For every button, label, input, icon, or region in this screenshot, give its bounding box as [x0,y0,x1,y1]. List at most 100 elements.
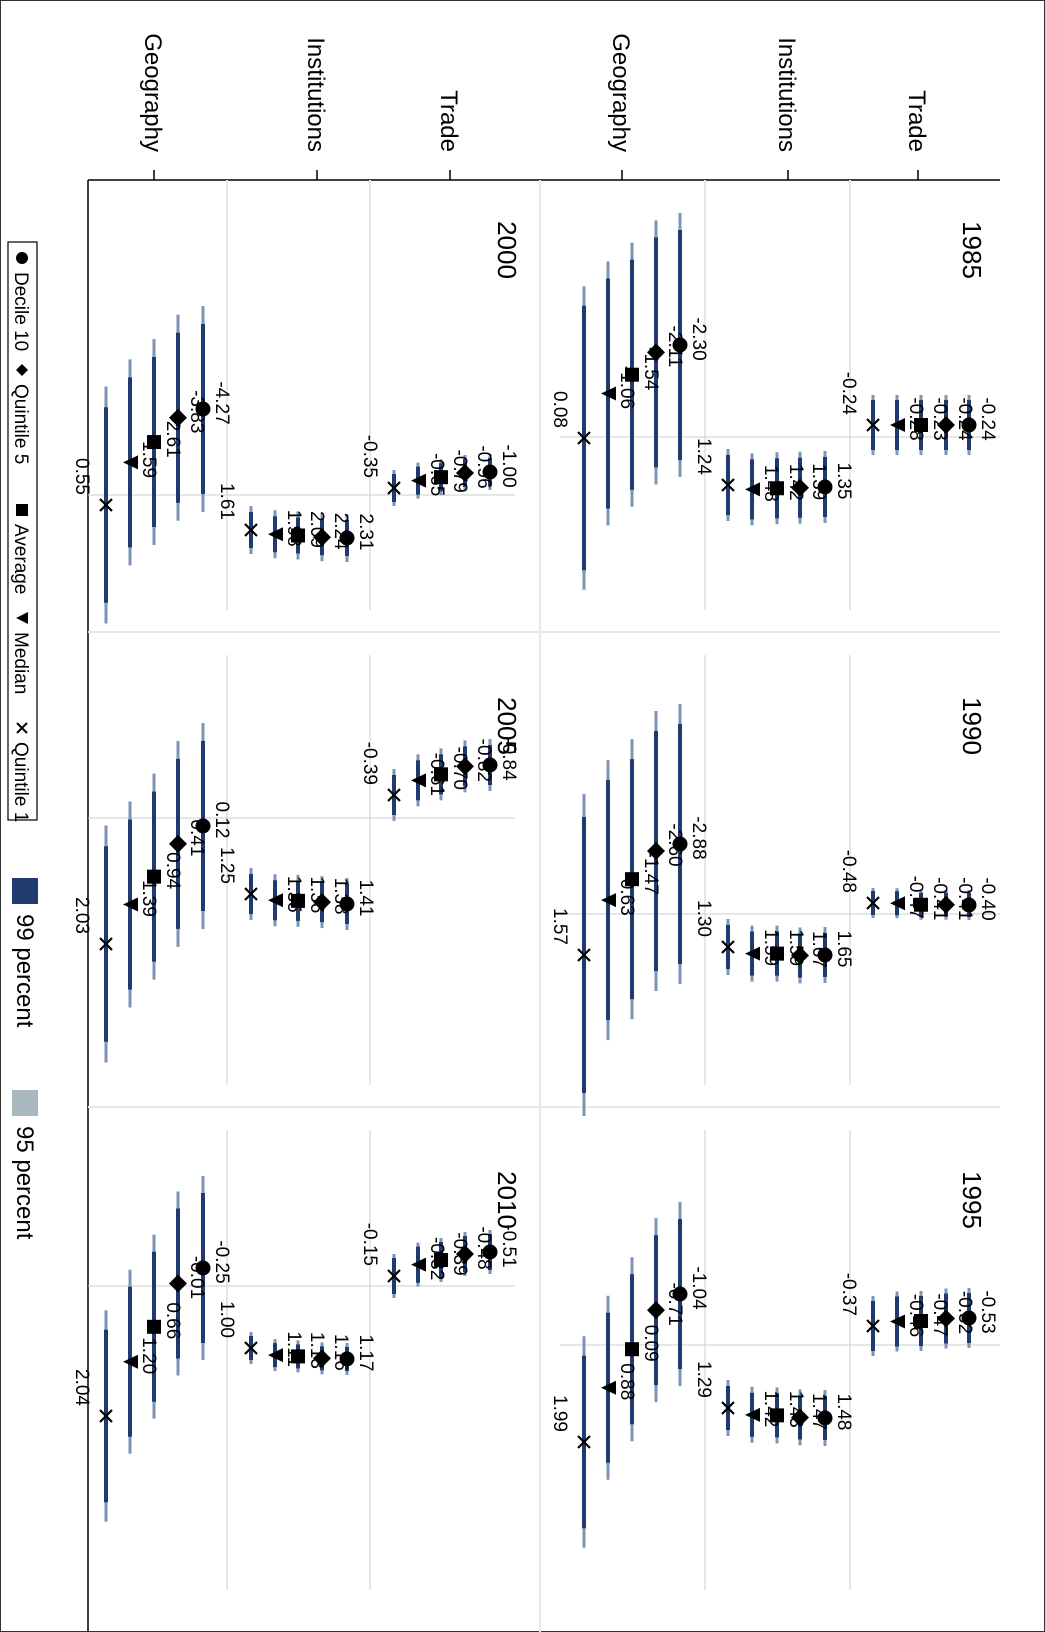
value-label-2005-Trade-3: -0.61 [426,753,447,796]
value-label-1995-Geography-4: 1.99 [549,1395,570,1432]
marker-diamond-2000-Institutions [313,528,331,547]
value-label-2000-Trade-0: -1.00 [498,444,519,487]
marker-x-2000-Geography [99,498,113,512]
marker-x-1985-Trade [866,418,880,432]
value-label-1990-Institutions-1: 1.67 [808,931,829,968]
value-label-2010-Trade-0: -0.51 [498,1224,519,1267]
marker-triangle-2005-Trade [411,773,426,788]
marker-diamond-2000-Geography [169,408,187,427]
value-label-2010-Trade-4: -0.15 [359,1223,380,1266]
value-label-2005-Geography-1: 0.41 [186,819,207,856]
marker-square-2005-Geography [147,869,161,884]
value-label-1995-Geography-3: 0.88 [616,1363,637,1400]
value-label-1985-Institutions-0: 1.35 [833,463,854,500]
value-label-1995-Institutions-3: 1.42 [760,1390,781,1427]
value-label-2005-Institutions-3: 1.35 [283,876,304,913]
value-label-1990-Trade-3: -0.47 [905,876,926,919]
value-label-1990-Geography-2: -1.47 [640,852,661,895]
marker-circle-1995-Trade [961,1310,977,1326]
marker-circle-1995-Geography [672,1286,688,1302]
marker-square-1995-Institutions [770,1408,784,1423]
value-label-1985-Geography-2: -1.54 [640,347,661,391]
legend-swatch-1 [12,1090,38,1116]
marker-x-1995-Institutions [721,1401,735,1415]
value-label-1995-Institutions-0: 1.48 [833,1394,854,1431]
value-label-2000-Trade-2: -0.79 [449,450,470,493]
marker-circle-2005-Geography [195,818,211,834]
marker-triangle-2010-Trade [411,1257,426,1272]
marker-square-1995-Trade [914,1314,928,1328]
value-label-1985-Trade-2: -0.23 [929,397,950,440]
marker-triangle-2000-Trade [411,473,426,488]
marker-x-1985-Geography [577,431,591,445]
value-label-2000-Geography-3: -1.59 [138,435,159,478]
category-label-0: Trade [903,90,930,152]
value-label-1995-Trade-4: -0.37 [838,1273,859,1316]
marker-square-2010-Trade [434,1253,448,1267]
marker-triangle-1995-Institutions [745,1407,760,1422]
value-label-2000-Geography-0: -4.27 [211,381,232,424]
value-label-2010-Trade-3: -0.32 [426,1237,447,1280]
value-label-1990-Trade-0: -0.40 [977,877,998,920]
marker-diamond-2010-Institutions [313,1349,331,1368]
marker-square-2010-Geography [147,1319,161,1334]
marker-circle-2000-Institutions [339,530,355,546]
marker-circle-2000-Trade [482,464,498,480]
legend-marker-x [16,722,28,734]
marker-diamond-1985-Trade [937,416,955,434]
marker-circle-1990-Trade [961,897,977,913]
value-label-1990-Geography-4: 1.57 [549,908,570,945]
value-label-2010-Geography-4: 2.04 [71,1369,92,1406]
marker-diamond-1985-Geography [647,343,665,362]
marker-square-1985-Geography [625,367,639,382]
panel-title-2000: 2000 [492,221,522,279]
value-label-2000-Institutions-2: 2.09 [306,511,327,548]
value-label-1990-Geography-3: -0.63 [616,872,637,915]
value-label-2000-Trade-3: -0.65 [426,453,447,496]
value-label-1985-Geography-3: -1.06 [616,366,637,409]
panel-title-1990: 1990 [957,697,987,755]
value-label-1995-Trade-1: -0.52 [954,1291,975,1334]
legend-label-4: Quintile 1 [10,742,31,822]
marker-square-1990-Geography [625,872,639,887]
panel-title-1985: 1985 [957,221,987,279]
marker-x-1995-Geography [577,1435,591,1449]
value-label-1990-Institutions-2: 1.59 [785,929,806,966]
value-label-2010-Trade-2: -0.39 [449,1232,470,1275]
value-label-1985-Trade-0: -0.24 [977,397,998,441]
marker-circle-2000-Geography [195,401,211,417]
value-label-2000-Institutions-1: 2.24 [330,513,351,550]
value-label-1985-Geography-4: 0.08 [549,391,570,428]
marker-square-2000-Trade [434,470,448,485]
marker-x-1990-Institutions [721,940,735,954]
value-label-1990-Trade-4: -0.48 [838,850,859,893]
value-label-1990-Trade-1: -0.41 [954,877,975,920]
marker-x-1985-Institutions [721,478,735,492]
category-label-5: Geography [139,33,166,152]
marker-x-2005-Geography [99,937,113,951]
value-label-2000-Trade-4: -0.35 [359,435,380,478]
value-label-2000-Geography-4: 0.55 [71,458,92,495]
value-label-1985-Geography-1: -2.11 [664,325,685,367]
marker-diamond-1990-Geography [647,841,665,860]
marker-triangle-2010-Geography [123,1354,138,1369]
legend-label-0: Decile 10 [10,272,31,351]
value-label-2010-Institutions-3: 1.11 [283,1331,304,1367]
value-label-1990-Institutions-3: 1.59 [760,929,781,966]
marker-square-2000-Geography [147,435,161,450]
value-label-1990-Trade-2: -0.41 [929,877,950,920]
marker-x-2005-Trade [387,788,401,802]
value-label-2000-Trade-1: -0.96 [473,445,494,488]
marker-square-1985-Trade [914,418,928,432]
marker-square-1990-Trade [914,897,928,912]
marker-diamond-2005-Trade [456,757,474,776]
value-label-2000-Geography-1: -3.83 [186,390,207,433]
category-label-3: Trade [435,90,462,152]
legend-swatch-0 [12,878,38,904]
value-label-1995-Geography-0: -1.04 [688,1266,709,1310]
marker-diamond-2010-Trade [456,1245,474,1263]
value-label-1995-Institutions-4: 1.29 [693,1361,714,1398]
value-label-1990-Institutions-4: 1.30 [693,900,714,937]
